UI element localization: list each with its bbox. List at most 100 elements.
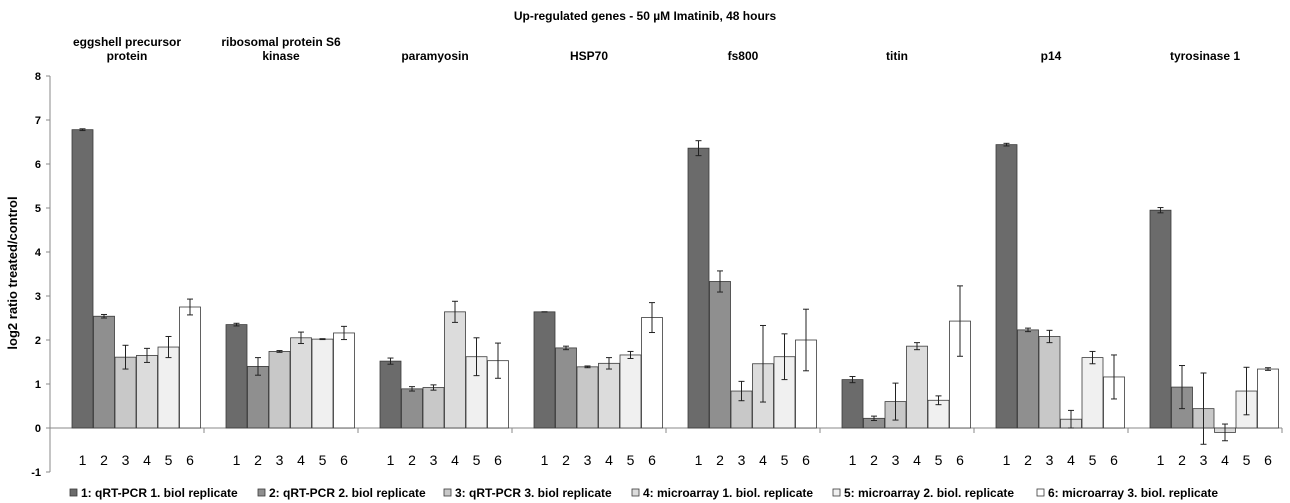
bar-index-label: 3	[1046, 452, 1054, 468]
bar	[71, 129, 94, 429]
bar-index-label: 6	[340, 452, 348, 468]
bar	[1081, 357, 1104, 429]
bar	[619, 354, 642, 429]
bar	[422, 387, 445, 429]
legend-swatch	[443, 488, 452, 497]
bar	[1149, 209, 1172, 429]
bar	[379, 360, 402, 429]
bar	[641, 317, 663, 429]
bar-index-label: 6	[186, 452, 194, 468]
y-tick-label: 2	[35, 335, 41, 347]
bar-index-label: 3	[276, 452, 284, 468]
bar	[995, 144, 1018, 429]
y-tick-label: 1	[35, 379, 41, 391]
legend-entry: 2: qRT-PCR 2. biol replicate	[269, 486, 426, 500]
category-label: protein	[107, 49, 148, 63]
bar-index-label: 1	[1003, 452, 1011, 468]
legend-swatch	[257, 488, 266, 497]
bar-index-label: 6	[648, 452, 656, 468]
bar-index-label: 3	[122, 452, 130, 468]
y-tick-label: 6	[35, 159, 41, 171]
category-label: kinase	[262, 49, 300, 63]
bar	[598, 362, 620, 429]
bar	[687, 147, 710, 429]
y-tick-label: 8	[35, 71, 41, 83]
y-tick-label: 5	[35, 203, 41, 215]
bar	[576, 366, 599, 429]
y-axis-label: log2 ratio treated/control	[5, 196, 20, 349]
bar-index-label: 1	[849, 452, 857, 468]
bar-index-label: 6	[1264, 452, 1272, 468]
bar-index-label: 1	[695, 452, 703, 468]
bar-index-label: 4	[913, 452, 921, 468]
bar-index-label: 4	[297, 452, 305, 468]
bar-index-label: 5	[1243, 452, 1251, 468]
bar-index-label: 1	[233, 452, 241, 468]
bar-index-label: 1	[1157, 452, 1165, 468]
bar	[906, 345, 928, 429]
bar-index-label: 3	[892, 452, 900, 468]
bar-index-label: 1	[541, 452, 549, 468]
bar	[179, 306, 201, 429]
y-tick-label: 3	[35, 291, 41, 303]
legend-swatch	[631, 488, 640, 497]
bar	[841, 379, 864, 429]
bar-index-label: 4	[759, 452, 767, 468]
category-label: tyrosinase 1	[1170, 49, 1240, 63]
bar-index-label: 2	[870, 452, 878, 468]
bar	[157, 346, 180, 429]
bar-index-label: 5	[627, 452, 635, 468]
bar-index-label: 2	[1024, 452, 1032, 468]
legend-entry: 6: microarray 3. biol. replicate	[1048, 486, 1218, 500]
bar-index-label: 4	[143, 452, 151, 468]
legend-entry: 3: qRT-PCR 3. biol replicate	[455, 486, 612, 500]
bar-index-label: 4	[451, 452, 459, 468]
category-label: paramyosin	[401, 49, 468, 63]
bar-index-label: 5	[935, 452, 943, 468]
category-label: HSP70	[570, 49, 608, 63]
bar-index-label: 5	[781, 452, 789, 468]
category-label: ribosomal protein S6	[221, 35, 341, 49]
bar-index-label: 4	[1067, 452, 1075, 468]
bar-index-label: 5	[1089, 452, 1097, 468]
legend: 1: qRT-PCR 1. biol replicate 2: qRT-PCR 2…	[69, 486, 1218, 500]
legend-swatch	[69, 488, 78, 497]
legend-entry: 5: microarray 2. biol. replicate	[844, 486, 1014, 500]
bar	[311, 338, 334, 429]
bar	[401, 388, 423, 429]
bar	[709, 281, 731, 429]
bar-index-label: 6	[956, 452, 964, 468]
legend-swatch	[832, 488, 841, 497]
bar-index-label: 4	[1221, 452, 1229, 468]
bar-index-label: 2	[408, 452, 416, 468]
bar-index-label: 3	[1200, 452, 1208, 468]
y-tick-label: 4	[35, 247, 42, 259]
bar-index-label: 5	[319, 452, 327, 468]
bar-index-label: 3	[584, 452, 592, 468]
bar-index-label: 1	[79, 452, 87, 468]
bar-index-label: 2	[562, 452, 570, 468]
y-tick-label: 0	[35, 423, 41, 435]
bar	[333, 332, 355, 429]
legend-swatch	[1036, 488, 1045, 497]
chart-title: Up-regulated genes - 50 µM Imatinib, 48 …	[514, 9, 777, 23]
legend-entry: 4: microarray 1. biol. replicate	[643, 486, 813, 500]
category-label: eggshell precursor	[73, 35, 181, 49]
bar-index-label: 5	[473, 452, 481, 468]
bar-index-label: 2	[1178, 452, 1186, 468]
bar	[1038, 336, 1061, 429]
bar-index-label: 6	[1110, 452, 1118, 468]
bar-index-label: 3	[738, 452, 746, 468]
bar	[533, 311, 556, 429]
bar	[444, 311, 466, 429]
bar-index-label: 2	[100, 452, 108, 468]
bar-index-label: 1	[387, 452, 395, 468]
y-tick-label: -1	[31, 467, 41, 479]
bar	[555, 347, 577, 429]
bar-index-label: 5	[165, 452, 173, 468]
bar-index-label: 6	[802, 452, 810, 468]
bar	[225, 324, 248, 429]
bar-index-label: 6	[494, 452, 502, 468]
